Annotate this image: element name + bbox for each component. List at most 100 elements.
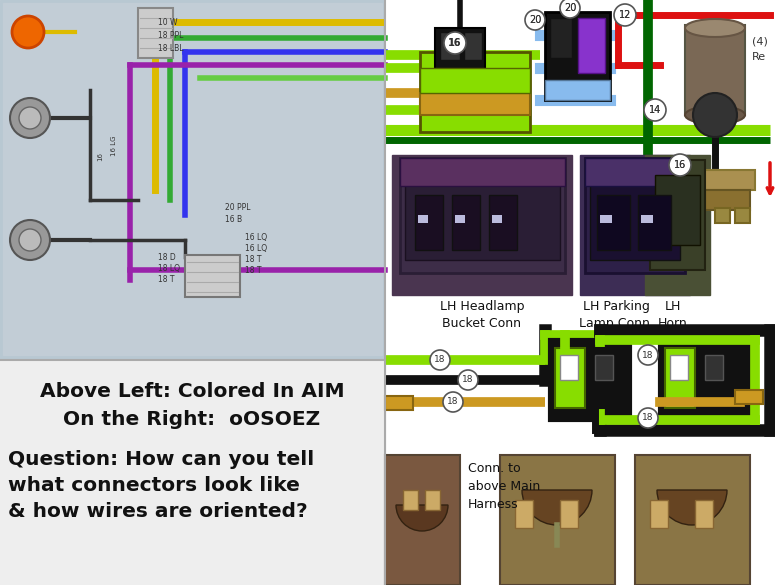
Text: 20: 20 xyxy=(564,3,576,13)
Text: 18 D: 18 D xyxy=(158,253,176,262)
Circle shape xyxy=(669,154,691,176)
Circle shape xyxy=(614,4,636,26)
Text: LH Headlamp
Bucket Conn: LH Headlamp Bucket Conn xyxy=(439,300,524,330)
Text: what connectors look like: what connectors look like xyxy=(8,476,300,495)
Text: (4): (4) xyxy=(752,37,768,47)
Bar xyxy=(464,32,482,60)
Text: 20: 20 xyxy=(529,15,541,25)
Bar xyxy=(492,215,502,223)
Bar xyxy=(489,195,517,250)
Text: 10 W: 10 W xyxy=(158,18,177,27)
Bar xyxy=(595,355,613,380)
Bar xyxy=(455,215,465,223)
Bar xyxy=(597,195,630,250)
Bar xyxy=(452,195,480,250)
Circle shape xyxy=(12,16,44,48)
Bar xyxy=(425,490,440,510)
Bar xyxy=(515,500,533,528)
Bar xyxy=(403,490,418,510)
Text: 16: 16 xyxy=(97,152,103,161)
Bar xyxy=(715,208,730,223)
Bar xyxy=(585,158,685,273)
Bar xyxy=(385,0,775,585)
Circle shape xyxy=(525,10,545,30)
Bar xyxy=(670,355,688,380)
Bar xyxy=(655,175,700,245)
Bar xyxy=(635,455,750,585)
Text: LH
Horn: LH Horn xyxy=(658,300,688,330)
Bar xyxy=(545,12,610,100)
Text: Conn. to
above Main
Harness: Conn. to above Main Harness xyxy=(468,462,540,511)
Text: Re: Re xyxy=(752,52,766,62)
Bar xyxy=(550,18,572,58)
Text: 16: 16 xyxy=(448,38,462,48)
Bar xyxy=(420,68,530,93)
Bar xyxy=(420,52,530,132)
Bar xyxy=(638,195,671,250)
Circle shape xyxy=(638,408,658,428)
Bar xyxy=(420,93,530,115)
Circle shape xyxy=(10,98,50,138)
Bar xyxy=(0,0,385,360)
Bar xyxy=(700,348,735,408)
Text: 18: 18 xyxy=(642,414,654,422)
Bar xyxy=(385,455,460,585)
Text: Above Left: Colored In AIM: Above Left: Colored In AIM xyxy=(40,382,344,401)
Bar xyxy=(392,155,572,295)
Bar xyxy=(545,80,610,100)
Text: 14: 14 xyxy=(649,105,661,115)
Bar xyxy=(555,348,585,408)
Bar xyxy=(590,348,625,408)
Bar xyxy=(580,155,690,295)
Text: 16: 16 xyxy=(674,160,686,170)
Text: 18: 18 xyxy=(447,397,459,407)
Bar xyxy=(400,158,565,273)
Bar xyxy=(705,190,750,210)
Bar xyxy=(578,18,605,73)
Bar xyxy=(660,340,750,420)
Circle shape xyxy=(10,220,50,260)
Text: 12: 12 xyxy=(618,10,631,20)
Bar xyxy=(700,170,755,190)
Wedge shape xyxy=(396,505,448,531)
Text: 16: 16 xyxy=(449,38,461,48)
Circle shape xyxy=(644,99,666,121)
Bar xyxy=(418,215,428,223)
Text: 18 T: 18 T xyxy=(245,266,261,275)
Bar xyxy=(650,160,705,270)
Circle shape xyxy=(444,32,466,54)
Text: 18: 18 xyxy=(462,376,474,384)
Ellipse shape xyxy=(685,19,745,37)
Bar xyxy=(415,195,443,250)
Circle shape xyxy=(19,107,41,129)
Bar xyxy=(385,396,413,410)
Circle shape xyxy=(693,93,737,137)
Circle shape xyxy=(560,0,580,18)
Text: 18 LQ: 18 LQ xyxy=(158,264,180,273)
Bar xyxy=(500,455,615,585)
Text: 20 PPL: 20 PPL xyxy=(225,203,250,212)
Bar xyxy=(641,215,653,223)
Bar xyxy=(435,28,485,93)
Text: 20: 20 xyxy=(529,15,541,25)
Bar xyxy=(705,355,723,380)
Text: 18 PPL: 18 PPL xyxy=(158,31,184,40)
Circle shape xyxy=(443,392,463,412)
Text: 18: 18 xyxy=(434,356,446,364)
Text: 14: 14 xyxy=(649,105,661,115)
Text: 18 T: 18 T xyxy=(158,275,174,284)
Bar xyxy=(185,255,240,297)
Bar xyxy=(650,500,668,528)
Bar xyxy=(560,355,578,380)
Text: 12: 12 xyxy=(618,10,631,20)
Bar xyxy=(405,185,560,260)
Bar xyxy=(665,348,695,408)
Circle shape xyxy=(458,370,478,390)
Bar xyxy=(600,215,612,223)
Text: 16 LQ: 16 LQ xyxy=(245,244,267,253)
Text: 18: 18 xyxy=(642,350,654,360)
Text: On the Right:  oOSOEZ: On the Right: oOSOEZ xyxy=(64,410,321,429)
Text: & how wires are oriented?: & how wires are oriented? xyxy=(8,502,308,521)
Wedge shape xyxy=(522,490,592,525)
Bar xyxy=(550,340,630,420)
